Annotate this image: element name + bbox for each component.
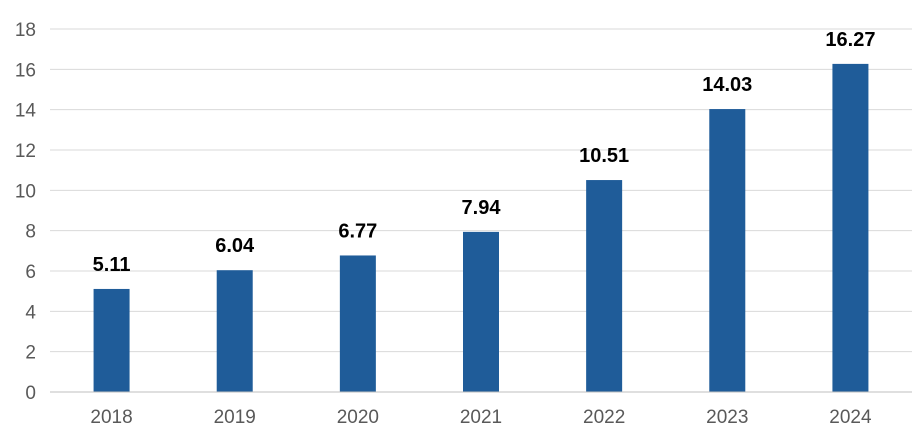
y-tick-label: 0 — [25, 383, 36, 404]
bar — [216, 270, 253, 392]
bar — [586, 180, 623, 392]
y-tick-label: 6 — [25, 262, 36, 283]
bars — [93, 63, 869, 392]
y-tick-label: 2 — [25, 343, 36, 364]
x-tick-label: 2018 — [90, 407, 132, 428]
y-tick-label: 8 — [25, 222, 36, 243]
y-tick-label: 4 — [25, 302, 36, 323]
bar — [463, 231, 499, 392]
x-tick-label: 2022 — [583, 407, 625, 428]
data-label: 6.04 — [215, 235, 255, 257]
bar — [339, 255, 376, 392]
x-axis-ticks: 2018 2019 2020 2021 2022 2023 2024 — [90, 407, 872, 428]
y-tick-label: 10 — [15, 181, 36, 202]
y-axis-ticks: 0 2 4 6 8 10 12 14 16 18 — [15, 20, 37, 404]
bar — [709, 109, 746, 392]
data-label: 6.77 — [338, 220, 377, 242]
y-tick-label: 16 — [15, 60, 36, 81]
data-label: 14.03 — [702, 74, 752, 96]
x-tick-label: 2019 — [214, 407, 256, 428]
y-tick-label: 18 — [15, 20, 36, 41]
y-tick-label: 14 — [15, 101, 37, 122]
data-label: 16.27 — [825, 29, 875, 51]
gridlines — [50, 28, 912, 353]
y-tick-label: 12 — [15, 141, 36, 162]
data-labels: 5.11 6.04 6.77 7.94 10.51 14.03 16.27 — [93, 29, 876, 276]
data-label: 5.11 — [93, 254, 131, 276]
data-label: 7.94 — [462, 197, 502, 219]
x-tick-label: 2021 — [460, 407, 502, 428]
bar — [93, 288, 130, 392]
bar — [832, 63, 869, 392]
x-tick-label: 2023 — [706, 407, 748, 428]
x-tick-label: 2020 — [337, 407, 379, 428]
data-label: 10.51 — [579, 145, 629, 167]
x-tick-label: 2024 — [829, 407, 872, 428]
